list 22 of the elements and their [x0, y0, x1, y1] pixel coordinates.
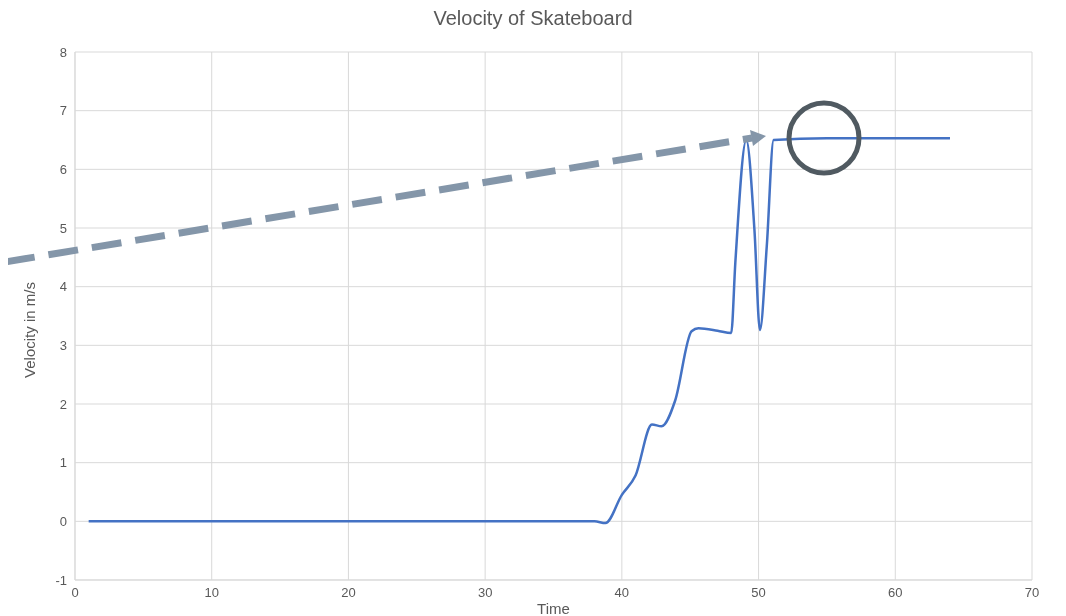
x-tick-label: 20: [341, 585, 356, 601]
y-tick-label: -1: [55, 572, 67, 588]
x-tick-label: 30: [477, 585, 493, 601]
x-tick-label: 50: [751, 585, 766, 601]
y-tick-label: 1: [59, 455, 67, 471]
chart-title: Velocity of Skateboard: [432, 7, 634, 31]
y-tick-label: 6: [59, 161, 67, 177]
y-tick-label: 3: [59, 337, 67, 353]
x-tick-label: 70: [1024, 585, 1040, 601]
y-tick-label: 0: [59, 513, 67, 529]
x-tick-label: 10: [204, 585, 219, 601]
x-tick-label: 0: [71, 585, 79, 601]
y-axis-title: Velocity in m/s: [21, 282, 38, 378]
line-series: [87, 136, 952, 525]
x-tick-label: 60: [888, 585, 903, 601]
y-tick-label: 5: [59, 220, 67, 236]
y-tick-label: 7: [59, 103, 67, 119]
y-tick-label: 4: [59, 279, 67, 295]
y-tick-label: 8: [59, 44, 67, 60]
x-tick-label: 40: [614, 585, 630, 601]
y-tick-label: 2: [59, 396, 67, 412]
x-axis-title: Time: [537, 600, 570, 616]
